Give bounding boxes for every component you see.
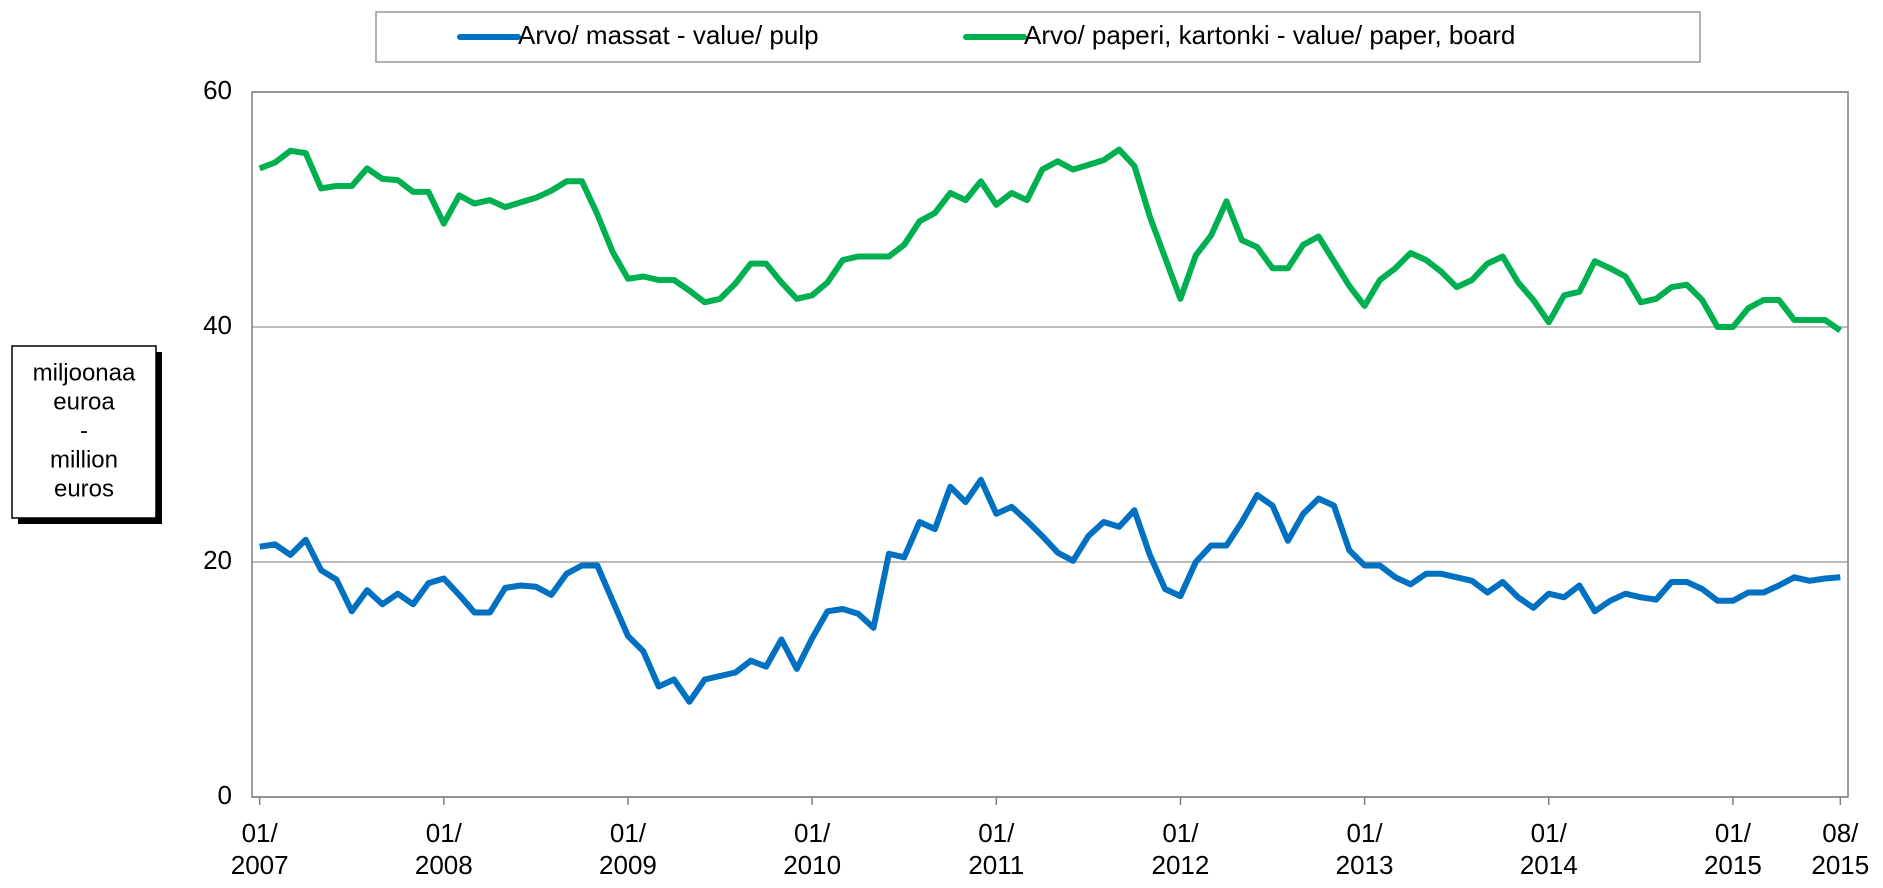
x-tick-label: 01/2013: [1336, 818, 1394, 880]
legend-box: [375, 11, 1701, 63]
x-tick-label: 01/2012: [1152, 818, 1210, 880]
legend-label: Arvo/ paperi, kartonki - value/ paper, b…: [1024, 20, 1515, 50]
y-tick-label: 40: [203, 310, 232, 340]
y-axis-label: miljoonaa: [33, 359, 136, 386]
y-axis-label: euroa: [53, 388, 115, 415]
x-tick-label: 01/2015: [1704, 818, 1762, 880]
y-axis-label: -: [80, 417, 88, 444]
x-tick-label: 01/2010: [783, 818, 841, 880]
x-tick-label: 01/2008: [415, 818, 473, 880]
x-tick-label: 01/2007: [231, 818, 289, 880]
x-tick-label: 01/2014: [1520, 818, 1578, 880]
x-tick-label: 01/2011: [968, 818, 1024, 880]
y-tick-label: 20: [203, 545, 232, 575]
ylabel-box: [11, 345, 157, 519]
series-line: [259, 476, 1841, 705]
x-tick-label: 01/2009: [599, 818, 657, 880]
legend-label: Arvo/ massat - value/ pulp: [518, 20, 819, 50]
y-axis-label: euros: [54, 475, 114, 502]
x-tick-label: 08/2015: [1811, 818, 1869, 880]
series-line: [258, 146, 1842, 333]
y-axis-label: million: [50, 446, 118, 473]
plot-border: [251, 91, 1849, 798]
y-tick-label: 0: [218, 780, 232, 810]
y-tick-label: 60: [203, 75, 232, 105]
